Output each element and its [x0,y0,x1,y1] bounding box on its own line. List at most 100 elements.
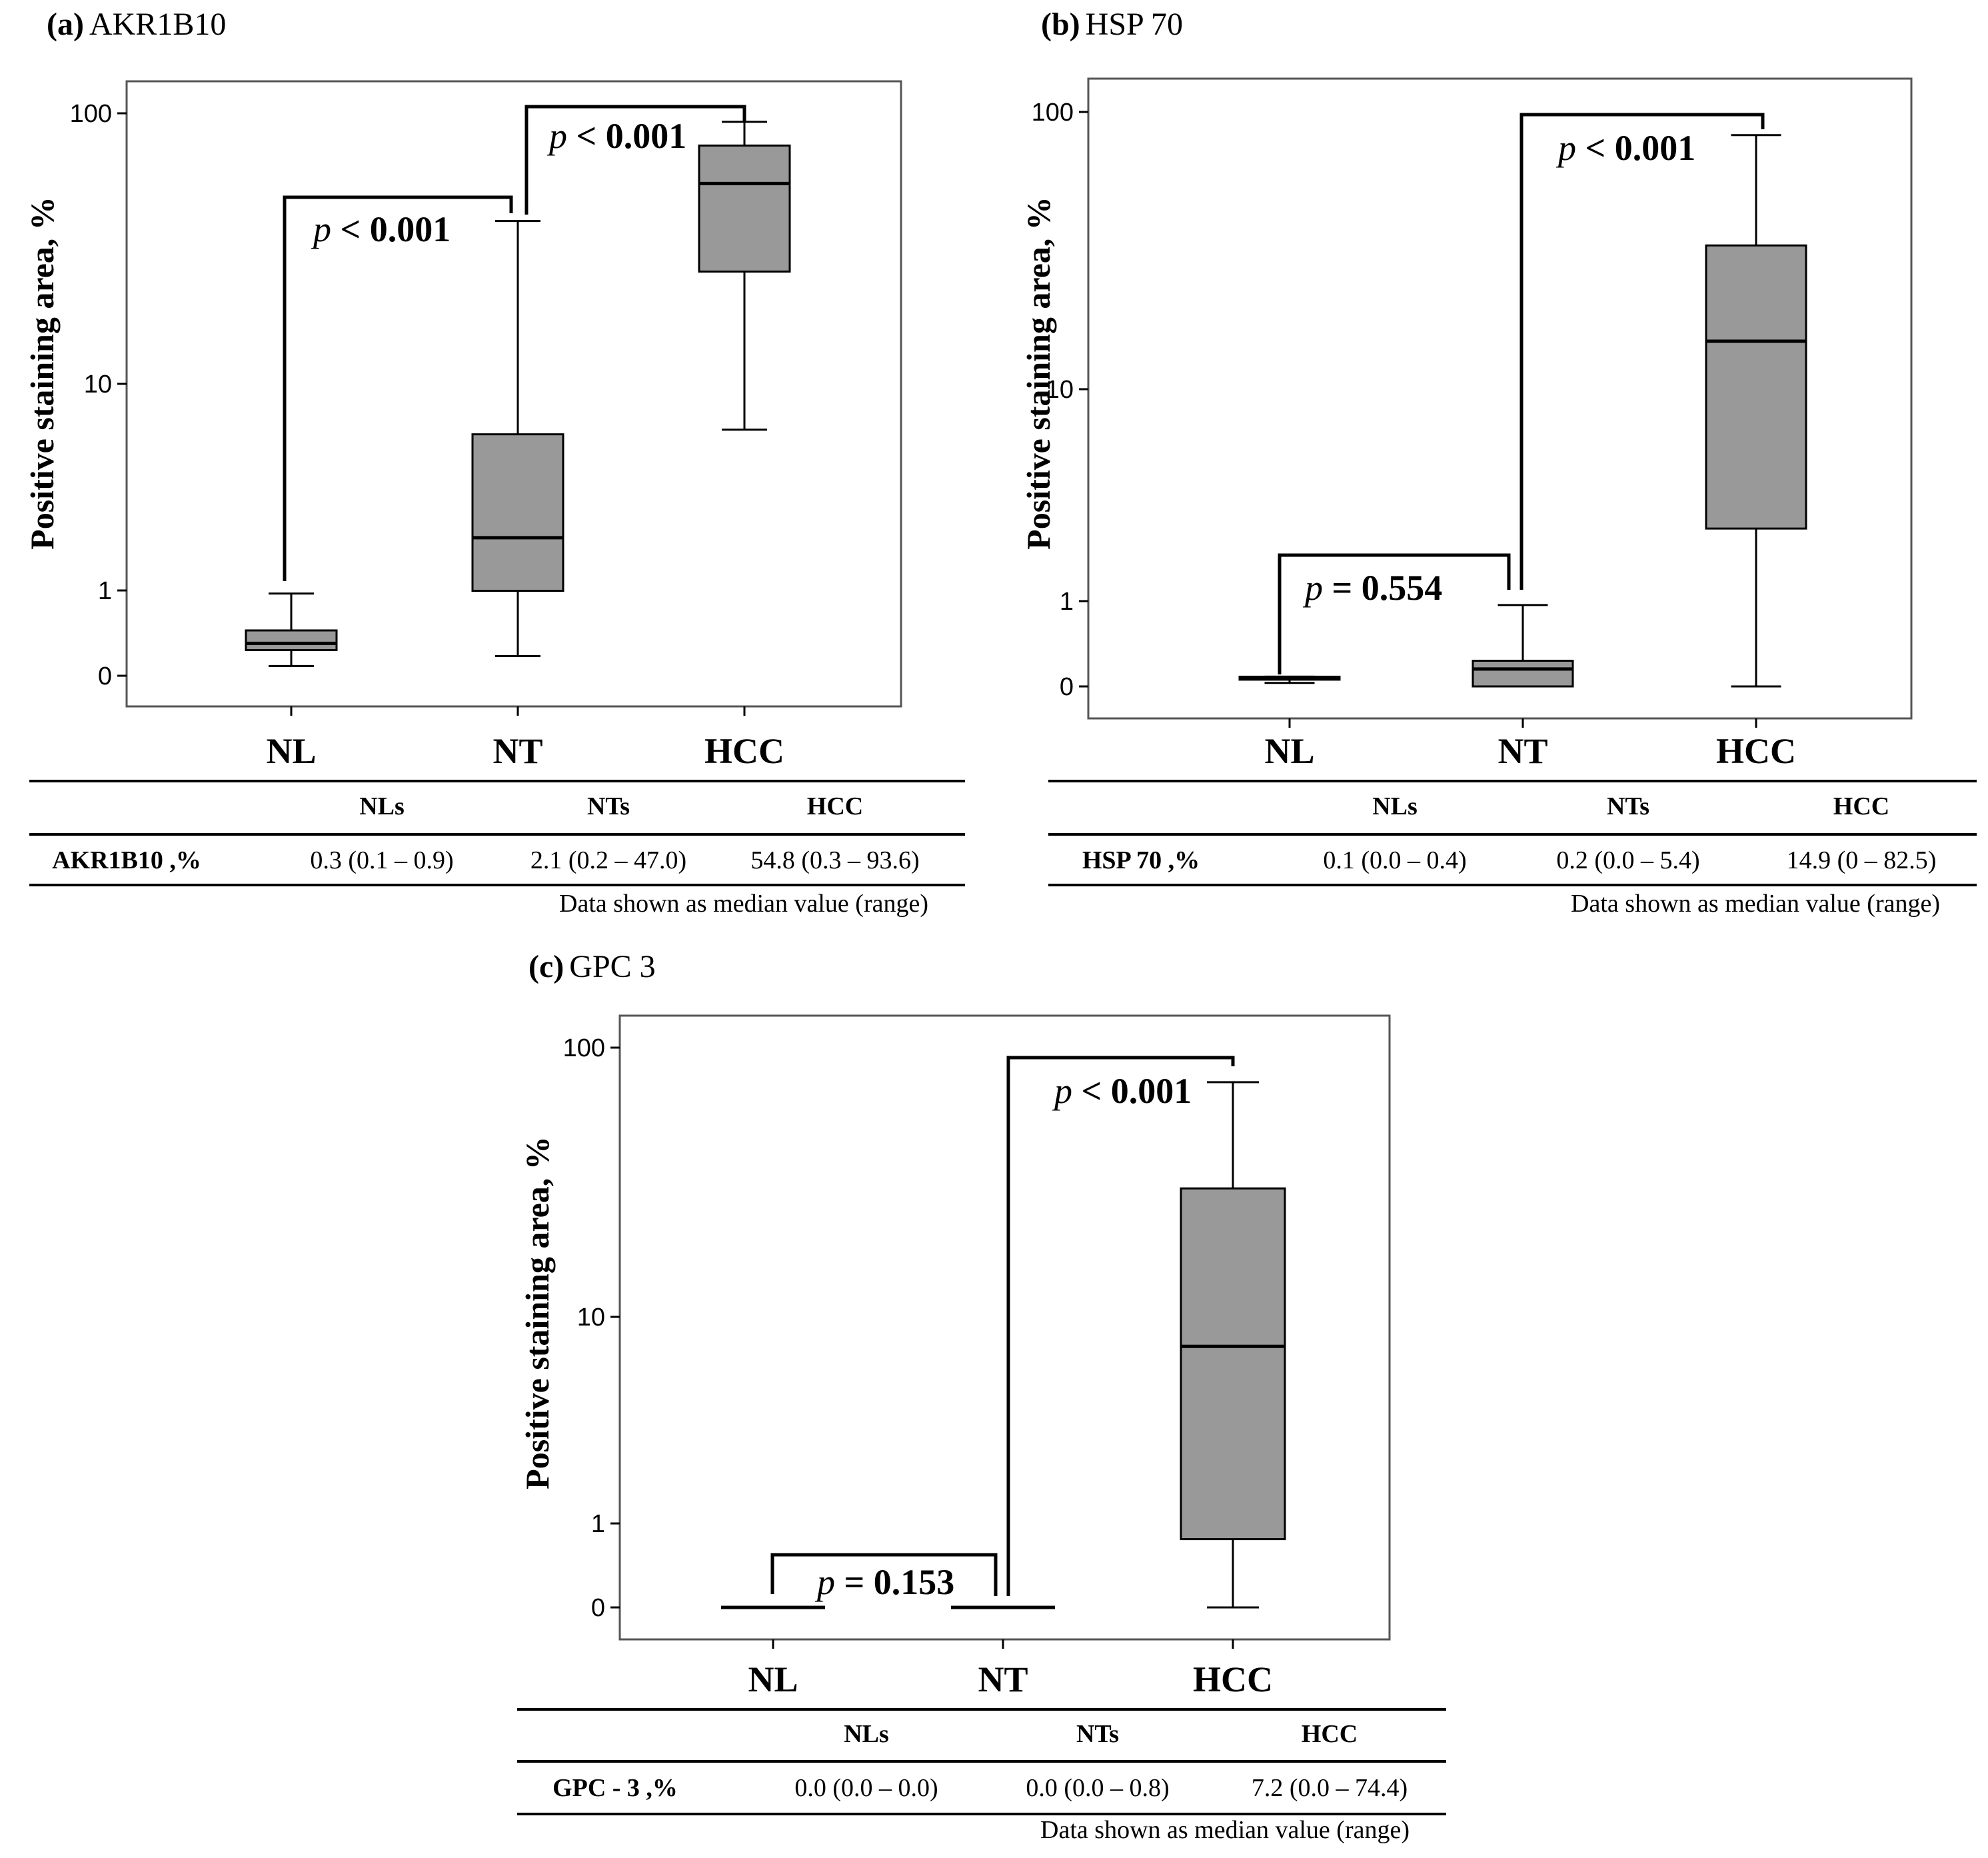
panel-title-text: AKR1B10 [89,7,226,42]
table-cell: 0.0 (0.0 – 0.0) [794,1774,938,1802]
table-row-label: GPC - 3 ,% [552,1774,678,1802]
table-header: NLs [844,1720,889,1748]
p-value-text: < 0.001 [331,209,451,249]
table-cell: 54.8 (0.3 – 93.6) [750,846,919,874]
p-value-text: = 0.153 [835,1562,954,1602]
panel-label: (c) [528,949,564,984]
y-tick-label: 100 [1032,99,1074,127]
panel-title-text: GPC 3 [569,949,655,984]
summary-table: NLs NTs HCC HSP 70 ,% 0.1 (0.0 – 0.4) 0.2 (0.… [1048,780,1977,918]
x-category-label: NL [748,1659,798,1699]
y-tick-label: 100 [70,100,112,128]
plot-frame [1087,77,1913,720]
summary-table: NLs NTs HCC AKR1B10 ,% 0.3 (0.1 – 0.9) 2.1 (0… [29,780,965,918]
y-tick-label: 100 [563,1034,605,1062]
bracket-line [1519,113,1765,590]
x-category-label: NL [1264,731,1314,771]
table-cell: 0.1 (0.0 – 0.4) [1323,846,1466,874]
p-value-label: p = 0.554 [1302,568,1442,608]
box-hcc [1180,1081,1286,1609]
x-category-label: HCC [704,731,784,771]
table-cell: 2.1 (0.2 – 47.0) [530,846,686,874]
table-header: NTs [1076,1720,1119,1748]
table-cell: 0.0 (0.0 – 0.8) [1026,1774,1169,1802]
box-nt [471,220,564,658]
significance-bracket: p < 0.001 [524,105,746,215]
table-header: HCC [807,792,863,820]
p-value-text: < 0.001 [1576,128,1695,168]
p-value-label: p < 0.001 [1052,1071,1192,1111]
table-cell: 0.3 (0.1 – 0.9) [310,846,453,874]
summary-table: NLs NTs HCC GPC - 3 ,% 0.0 (0.0 – 0.0) 0.0 (0… [517,1708,1446,1844]
box-hcc [1705,134,1807,688]
box-iqr [1705,244,1807,530]
bracket-line [283,195,513,581]
box-nt [1472,604,1574,688]
p-value-text: < 0.001 [1072,1071,1192,1111]
y-tick-label: 10 [84,371,112,399]
significance-bracket: p = 0.153 [770,1553,998,1602]
box-hcc [698,121,791,431]
y-tick-label: 0 [98,662,112,690]
p-value-symbol: p [1302,568,1323,608]
significance-bracket: p < 0.001 [1006,1056,1235,1596]
table-caption: Data shown as median value (range) [1040,1816,1410,1844]
p-value-text: < 0.001 [567,116,686,156]
panel-title: (b) HSP 70 [1041,7,1183,42]
y-axis-label: Positive staining area, % [1020,197,1057,550]
bracket-line [1006,1056,1235,1596]
x-category-label: NT [493,731,542,771]
table-cell: 7.2 (0.0 – 74.4) [1252,1774,1408,1802]
p-value-symbol: p [546,116,567,156]
p-value-symbol: p [1052,1071,1072,1111]
x-category-label: NT [978,1659,1028,1699]
y-tick-label: 10 [577,1304,605,1332]
bracket-line [524,105,746,215]
significance-bracket: p < 0.001 [283,195,513,581]
p-value-label: p = 0.153 [814,1562,954,1602]
box-nl [245,592,338,667]
table-header: NLs [1372,792,1418,820]
panel-label: (b) [1041,7,1080,42]
plot-frame [618,1014,1391,1641]
y-tick-label: 1 [98,577,112,605]
y-tick-label: 1 [591,1510,605,1538]
y-tick-label: 0 [591,1594,605,1622]
box-iqr [245,629,338,651]
p-value-text: = 0.554 [1323,568,1442,608]
box-iqr [698,144,791,273]
box-iqr [1180,1187,1286,1541]
x-category-label: HCC [1193,1659,1273,1699]
y-axis-label: Positive staining area, % [518,1136,556,1489]
p-value-label: p < 0.001 [1555,128,1695,168]
panel-title-text: HSP 70 [1086,7,1183,42]
p-value-symbol: p [1555,128,1576,168]
table-header: HCC [1302,1720,1358,1748]
y-tick-label: 10 [1046,376,1074,404]
table-header: HCC [1833,792,1889,820]
y-axis-label: Positive staining area, % [23,197,61,550]
p-value-label: p < 0.001 [311,209,451,249]
table-cell: 14.9 (0 – 82.5) [1787,846,1937,874]
y-tick-label: 1 [1060,588,1074,616]
x-category-label: HCC [1716,731,1796,771]
panel-title: (c) GPC 3 [528,949,656,984]
box-iqr [471,433,564,592]
significance-bracket: p < 0.001 [1519,113,1765,590]
p-value-symbol: p [311,209,331,249]
p-value-symbol: p [814,1562,835,1602]
table-row-label: HSP 70 ,% [1082,846,1200,874]
table-row-label: AKR1B10 ,% [52,846,201,874]
table-caption: Data shown as median value (range) [559,890,928,918]
table-header: NTs [587,792,630,820]
table-header: NTs [1607,792,1649,820]
box-iqr [1472,659,1574,688]
box-nl [1238,675,1341,684]
bracket-line [770,1553,998,1596]
table-caption: Data shown as median value (range) [1571,890,1940,918]
panel-title: (a) AKR1B10 [47,7,226,42]
